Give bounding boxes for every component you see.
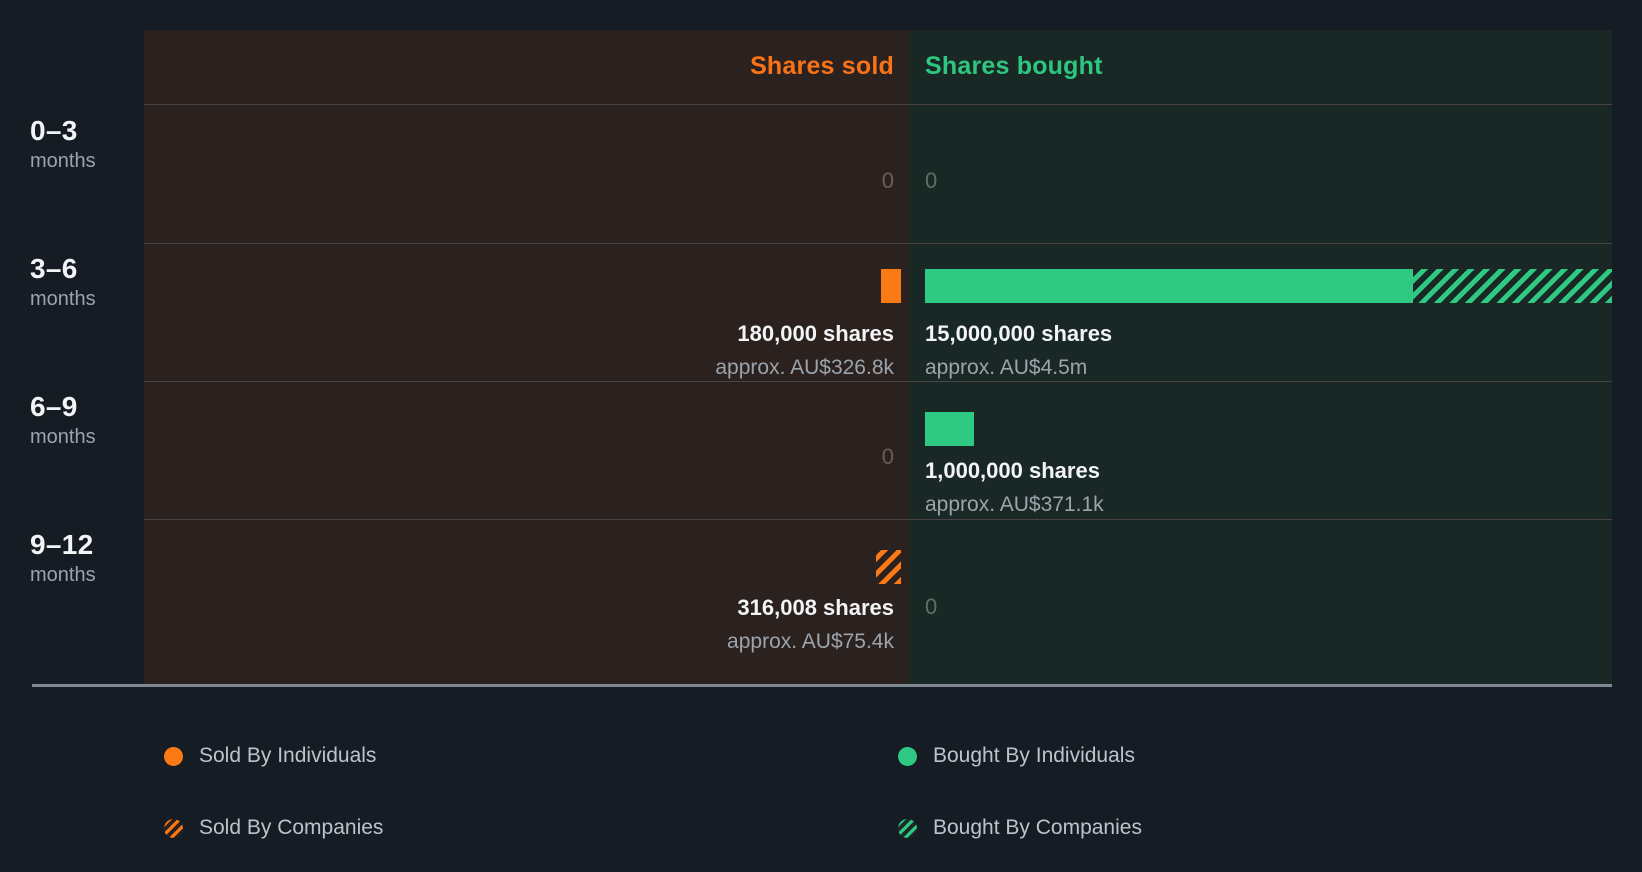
orange-hatched-dot-icon xyxy=(164,818,183,838)
row-unit-label: months xyxy=(30,426,96,449)
bar-bought-companies-3-6[interactable] xyxy=(1413,269,1612,303)
chart-baseline-axis xyxy=(32,684,1612,687)
green-dot-icon xyxy=(898,746,917,766)
row-label-6-9-months: 6–9 months xyxy=(30,392,140,448)
row-label-3-6-months: 3–6 months xyxy=(30,254,140,310)
row-period-label: 9–12 xyxy=(30,529,94,560)
legend-label: Sold By Companies xyxy=(199,816,384,839)
shares-sold-header: Shares sold xyxy=(750,52,894,80)
sold-values-9-12: 316,008 shares approx. AU$75.4k xyxy=(560,594,894,655)
legend-item-sold-by-companies[interactable]: Sold By Companies xyxy=(164,816,383,840)
row-label-0-3-months: 0–3 months xyxy=(30,116,140,172)
bar-sold-companies-9-12[interactable] xyxy=(876,550,901,584)
bought-zero-0-3: 0 xyxy=(925,168,938,193)
shares-sold-panel xyxy=(144,30,909,685)
row-divider-0 xyxy=(144,104,1612,105)
legend-item-bought-by-companies[interactable]: Bought By Companies xyxy=(898,816,1142,840)
shares-bought-header: Shares bought xyxy=(925,52,1103,80)
bought-values-3-6: 15,000,000 shares approx. AU$4.5m xyxy=(925,320,1112,381)
legend-item-bought-by-individuals[interactable]: Bought By Individuals xyxy=(898,744,1135,768)
row-unit-label: months xyxy=(30,564,96,587)
bought-zero-9-12: 0 xyxy=(925,594,938,619)
sold-shares-value: 316,008 shares xyxy=(737,595,894,620)
sold-approx-value: approx. AU$75.4k xyxy=(727,629,894,653)
row-period-label: 0–3 xyxy=(30,115,78,146)
row-period-label: 3–6 xyxy=(30,253,78,284)
row-divider-1 xyxy=(144,243,1612,244)
green-hatched-dot-icon xyxy=(898,818,917,838)
sold-zero-6-9: 0 xyxy=(881,444,894,469)
shares-bought-panel xyxy=(909,30,1612,685)
row-unit-label: months xyxy=(30,150,96,173)
bar-sold-individuals-3-6[interactable] xyxy=(881,269,901,303)
legend-label: Bought By Individuals xyxy=(933,744,1135,767)
bar-bought-individuals-6-9[interactable] xyxy=(925,412,974,446)
orange-dot-icon xyxy=(164,746,183,766)
sold-values-3-6: 180,000 shares approx. AU$326.8k xyxy=(560,320,894,381)
sold-shares-value: 180,000 shares xyxy=(737,321,894,346)
bought-shares-value: 15,000,000 shares xyxy=(925,321,1113,346)
bought-values-6-9: 1,000,000 shares approx. AU$371.1k xyxy=(925,457,1104,518)
legend-item-sold-by-individuals[interactable]: Sold By Individuals xyxy=(164,744,376,768)
bought-approx-value: approx. AU$371.1k xyxy=(925,492,1104,516)
row-period-label: 6–9 xyxy=(30,391,78,422)
legend-label: Bought By Companies xyxy=(933,816,1142,839)
row-divider-3 xyxy=(144,519,1612,520)
bought-approx-value: approx. AU$4.5m xyxy=(925,355,1088,379)
legend-label: Sold By Individuals xyxy=(199,744,377,767)
bought-shares-value: 1,000,000 shares xyxy=(925,458,1100,483)
sold-approx-value: approx. AU$326.8k xyxy=(715,355,894,379)
row-unit-label: months xyxy=(30,288,96,311)
row-label-9-12-months: 9–12 months xyxy=(30,530,140,586)
row-divider-2 xyxy=(144,381,1612,382)
bar-bought-individuals-3-6[interactable] xyxy=(925,269,1413,303)
sold-zero-0-3: 0 xyxy=(881,168,894,193)
